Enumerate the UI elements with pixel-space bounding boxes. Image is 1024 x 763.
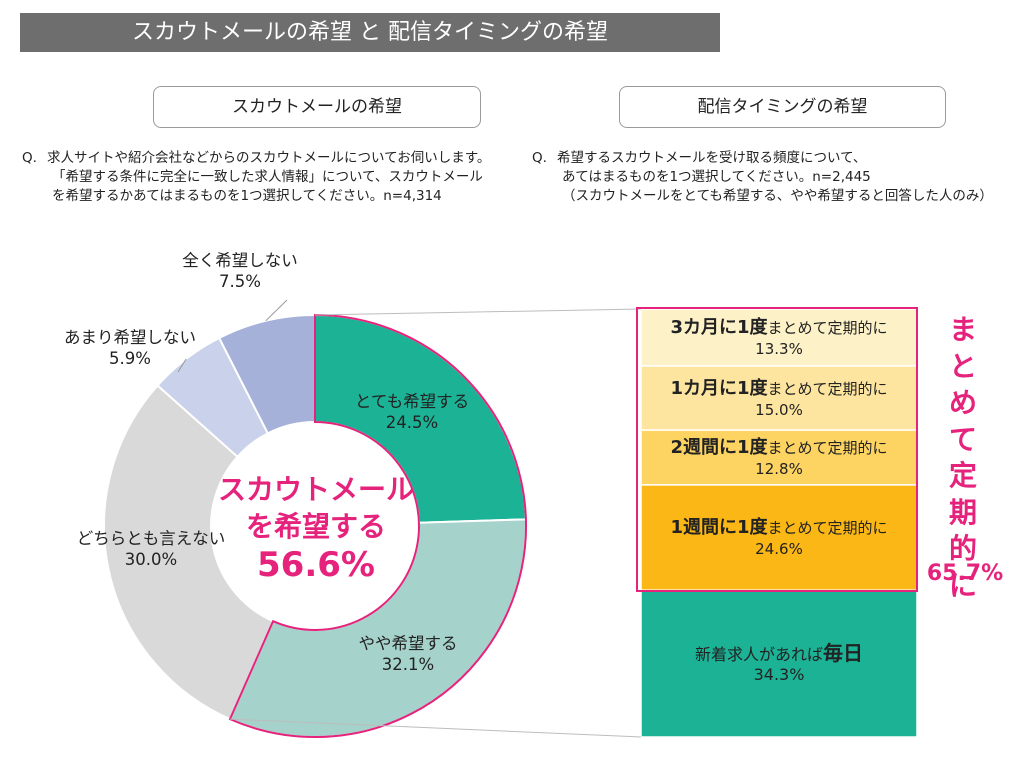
bar-segment-label: 2週間に1度まとめて定期的に 12.8%	[641, 437, 917, 479]
bar-segment	[640, 308, 918, 367]
connector-line	[229, 718, 642, 738]
group-label-char: て	[948, 422, 977, 456]
segment-prefix: 新着求人があれば	[694, 645, 823, 665]
periodic-group-label: まとめて定期的に	[941, 312, 985, 604]
group-label-char: 的	[948, 532, 977, 565]
segment-suffix: まとめて定期的に	[767, 379, 888, 398]
question-line: （スカウトメールをとても希望する、やや希望すると回答した人のみ）	[562, 188, 993, 204]
donut-slice	[103, 384, 275, 721]
slice-value: 7.5%	[219, 272, 261, 291]
bar-segment	[640, 484, 918, 591]
leader-line	[177, 358, 187, 373]
slice-value: 30.0%	[124, 550, 178, 569]
center-line: スカウトメール	[217, 473, 414, 506]
left-section-title: スカウトメールの希望	[153, 86, 481, 128]
group-label-char: 期	[948, 495, 977, 529]
bar-segment-label: 3カ月に1度まとめて定期的に 13.3%	[641, 317, 917, 359]
right-section-title: 配信タイミングの希望	[619, 86, 946, 128]
periodic-group-value: 65.7%	[926, 561, 1004, 586]
slice-label-neutral: どちらとも言えない 30.0%	[71, 528, 231, 570]
bar-segment	[640, 429, 918, 486]
question-line: を希望するかあてはまるものを1つ選択してください。n=4,314	[52, 188, 442, 204]
bar-segment-label: 1週間に1度まとめて定期的に 24.6%	[641, 517, 917, 559]
segment-frequency: 2週間に1度	[670, 437, 768, 459]
leader-line	[265, 299, 288, 322]
page-title: スカウトメールの希望 と 配信タイミングの希望	[20, 13, 720, 52]
group-label-char: 定	[948, 459, 977, 492]
bar-segment-label: 1カ月に1度まとめて定期的に 15.0%	[641, 378, 917, 420]
segment-value: 15.0%	[755, 400, 803, 419]
group-label-char: ま	[948, 313, 977, 346]
bar-segment	[640, 589, 918, 738]
slice-value: 32.1%	[381, 655, 435, 674]
segment-suffix: まとめて定期的に	[767, 519, 888, 538]
slice-label-very: とても希望する 24.5%	[349, 391, 475, 433]
question-line: 求人サイトや紹介会社などからのスカウトメールについてお伺いします。	[47, 150, 491, 166]
question-line: 「希望する条件に完全に一致した求人情報」について、スカウトメール	[52, 169, 483, 185]
segment-frequency: 1カ月に1度	[670, 377, 768, 399]
segment-value: 12.8%	[755, 460, 803, 479]
segment-value: 34.3%	[753, 665, 805, 685]
bar-segment-label: 新着求人があれば毎日 34.3%	[641, 643, 917, 685]
segment-frequency: 毎日	[823, 641, 863, 666]
slice-category: あまり希望しない	[64, 328, 196, 347]
segment-value: 13.3%	[755, 339, 803, 358]
slice-label-not-at-all: 全く希望しない 7.5%	[170, 250, 310, 292]
donut-center-label: スカウトメール を希望する 56.6%	[200, 471, 432, 585]
center-percent: 56.6%	[257, 545, 375, 585]
slice-category: 全く希望しない	[182, 251, 298, 270]
slice-label-not-much: あまり希望しない 5.9%	[55, 327, 205, 369]
question-prefix: Q.	[532, 150, 547, 166]
question-line: 希望するスカウトメールを受け取る頻度について、	[557, 150, 867, 166]
segment-value: 24.6%	[755, 540, 803, 559]
slice-category: やや希望する	[358, 634, 458, 653]
slice-category: とても希望する	[354, 392, 470, 411]
slice-label-somewhat: やや希望する 32.1%	[345, 633, 471, 675]
segment-frequency: 1週間に1度	[670, 517, 768, 539]
center-line: を希望する	[245, 510, 386, 543]
slice-category: どちらとも言えない	[76, 529, 226, 548]
periodic-group-outline	[636, 307, 918, 593]
question-prefix: Q.	[22, 150, 37, 166]
segment-suffix: まとめて定期的に	[767, 318, 888, 337]
group-label-char: と	[948, 349, 977, 383]
connector-line	[314, 308, 642, 316]
question-line: あてはまるものを1つ選択してください。n=2,445	[562, 169, 871, 185]
hope-outline	[228, 313, 527, 738]
segment-suffix: まとめて定期的に	[767, 439, 888, 458]
group-label-char: め	[948, 386, 977, 419]
segment-frequency: 3カ月に1度	[670, 316, 768, 338]
slice-value: 24.5%	[385, 413, 439, 432]
bar-segment	[640, 365, 918, 431]
slice-value: 5.9%	[109, 349, 151, 368]
group-label-char: に	[948, 568, 977, 602]
